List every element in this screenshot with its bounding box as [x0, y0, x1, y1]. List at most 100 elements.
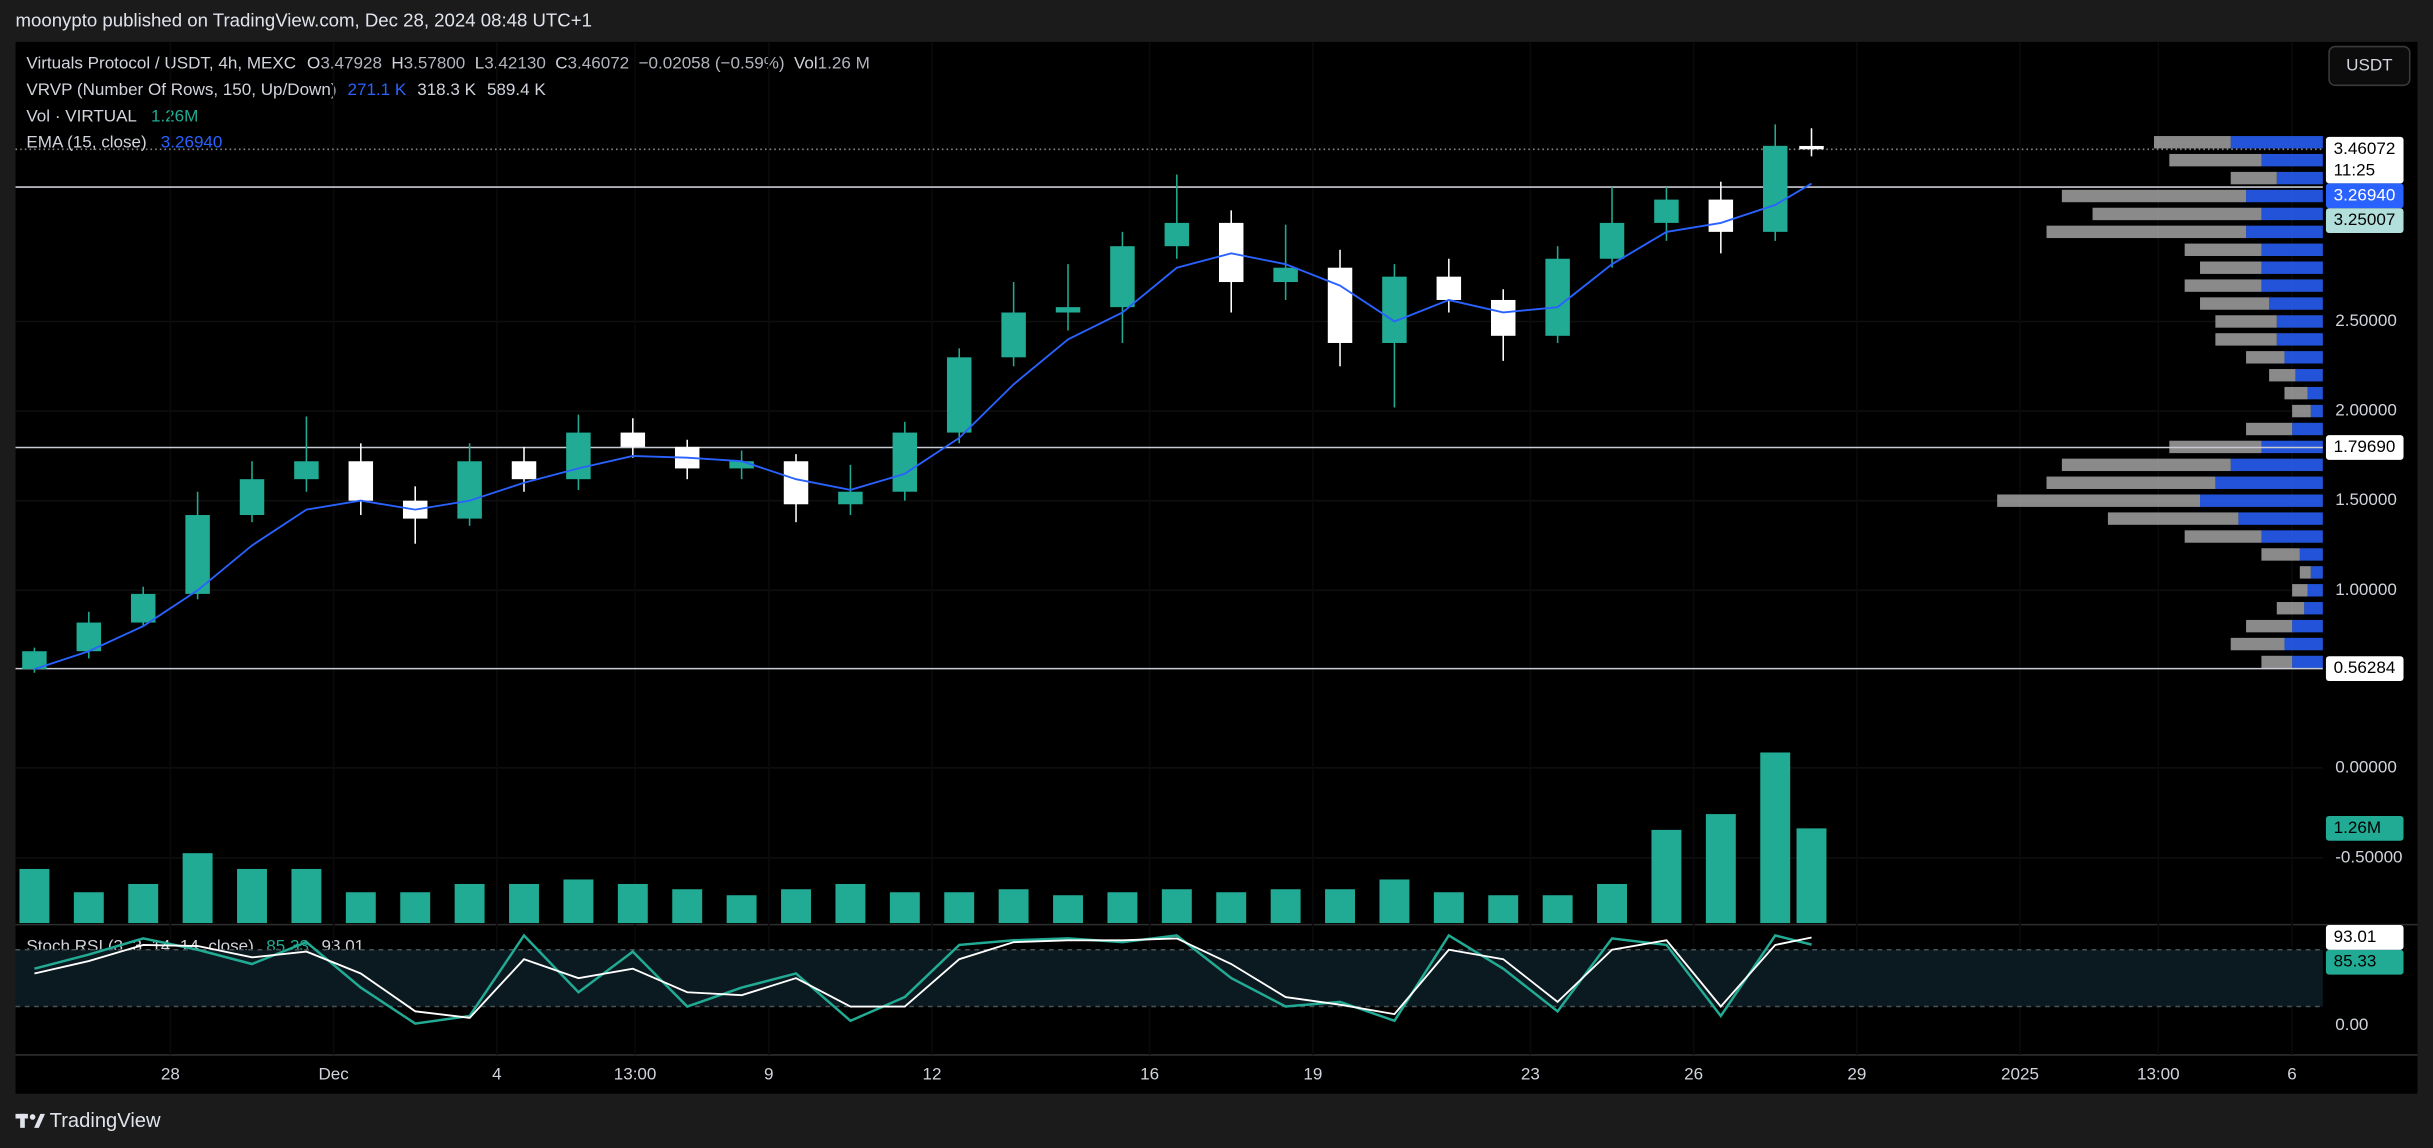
volume-bar [1379, 879, 1410, 924]
x-tick-label: 13:00 [614, 1065, 657, 1084]
x-tick-label: 28 [161, 1065, 180, 1084]
footer-brand: TradingView [50, 1110, 161, 1132]
ohlc-value: 3.57800 [404, 53, 466, 72]
volume-bar [672, 889, 703, 924]
vrvp-up [2215, 476, 2323, 489]
vrvp-up [2299, 548, 2323, 561]
volume-bar [128, 883, 159, 924]
line-axis-label-box [2325, 208, 2404, 234]
publish-info: moonypto published on TradingView.com, D… [16, 10, 592, 31]
volume-bar [509, 883, 539, 924]
vrvp-up [2292, 619, 2323, 633]
candle-body [130, 593, 156, 623]
candle-body [239, 479, 265, 516]
vrvp-down [2215, 333, 2277, 346]
vrvp-up [2200, 494, 2323, 507]
vrvp-down [2046, 476, 2216, 489]
volume-bar [73, 892, 104, 924]
stoch-k-axis-label: 85.33 [2334, 952, 2377, 971]
volume-bar [1705, 814, 1736, 924]
chart-area [15, 41, 2418, 1094]
candle-body [1654, 199, 1679, 223]
vrvp-down [2261, 548, 2300, 561]
candle-body [511, 461, 537, 480]
change: −0.02058 (−0.59%) [639, 53, 785, 72]
ohlc-value: 3.42130 [484, 53, 546, 72]
volume-bar [617, 883, 648, 924]
stoch-band-fill [15, 949, 2323, 1007]
vrvp-down [2261, 655, 2293, 669]
volume-axis-label-box [2325, 815, 2404, 841]
legend-ema: EMA (15, close) 3.26940 [26, 132, 222, 151]
vrvp-up [2261, 207, 2323, 221]
volume-bar [1107, 892, 1138, 924]
candle-body [1436, 276, 1462, 300]
line-axis-label-box [2325, 656, 2404, 682]
candle-body [1545, 258, 1570, 336]
vrvp-title: VRVP (Number Of Rows, 150, Up/Down) [26, 79, 336, 98]
vrvp-up [2261, 530, 2323, 543]
volume-bar [1488, 895, 1519, 924]
candle-body [1490, 299, 1516, 336]
currency-label[interactable]: USDT [2346, 55, 2393, 74]
vrvp-up [2276, 315, 2323, 328]
vrvp-up [2307, 584, 2323, 597]
x-tick-label: 26 [1684, 1065, 1703, 1084]
candle-body [892, 432, 918, 492]
vrvp-up [2230, 136, 2323, 149]
volume-bar [998, 889, 1029, 924]
volume-title: Vol · VIRTUAL [26, 106, 137, 125]
volume-bar [400, 892, 431, 924]
vrvp-up [2276, 171, 2323, 185]
vrvp-down [2246, 351, 2285, 364]
candle-body [1762, 145, 1788, 232]
vrvp-up [2310, 566, 2323, 579]
line-axis-label-box [2325, 435, 2404, 460]
vrvp-down [2200, 261, 2262, 274]
y-tick-label: 1.00000 [2335, 580, 2397, 599]
vrvp-down [2215, 315, 2277, 328]
volume-bar [1542, 895, 1573, 924]
volume-bar [1433, 892, 1464, 924]
candle-body [838, 491, 863, 505]
currency-button[interactable] [2328, 45, 2411, 87]
stoch-d-axis-label: 93.01 [2334, 927, 2377, 946]
vrvp-down [2107, 512, 2239, 525]
candle-body [1055, 307, 1081, 313]
vrvp-down [1997, 494, 2201, 507]
volume-bar [291, 868, 322, 924]
vrvp-down [2299, 566, 2311, 579]
vrvp-down [2184, 530, 2262, 543]
vrvp-up [2304, 602, 2323, 615]
candle-body [1599, 222, 1625, 259]
y-tick-label: 2.50000 [2335, 311, 2397, 330]
vrvp-up [2261, 153, 2323, 167]
vrvp-up: 271.1 K [347, 79, 406, 98]
vrvp-down [2169, 153, 2262, 167]
vrvp-down [2046, 225, 2247, 239]
volume-bar [1270, 889, 1301, 924]
vrvp-down [2230, 171, 2277, 185]
stoch-k-line [34, 933, 1812, 1025]
candle-body [1799, 145, 1824, 150]
legend-volume: Vol · VIRTUAL 1.26M [26, 106, 198, 125]
candle-body [22, 651, 47, 670]
candle-body [1273, 267, 1298, 283]
volume-bar [237, 868, 267, 924]
ohlc-key: L [475, 53, 484, 72]
vrvp-up [2230, 458, 2323, 472]
vol-value: 1.26 M [818, 53, 870, 72]
ema-axis-label: 3.26940 [2334, 185, 2396, 204]
vrvp-down [2276, 602, 2305, 615]
candle-body [1164, 222, 1190, 247]
vrvp-down: 318.3 K [417, 79, 476, 98]
x-tick-label: 4 [492, 1065, 501, 1084]
vrvp-up [2310, 404, 2323, 418]
last-price-label-sub: 11:25 [2334, 161, 2375, 180]
line-axis-label: 3.25007 [2334, 210, 2396, 229]
volume-bar [944, 892, 975, 924]
candle-body [294, 461, 319, 480]
ohlc-key: O [307, 53, 320, 72]
vrvp-down [2292, 404, 2311, 418]
candle-body [348, 461, 374, 501]
